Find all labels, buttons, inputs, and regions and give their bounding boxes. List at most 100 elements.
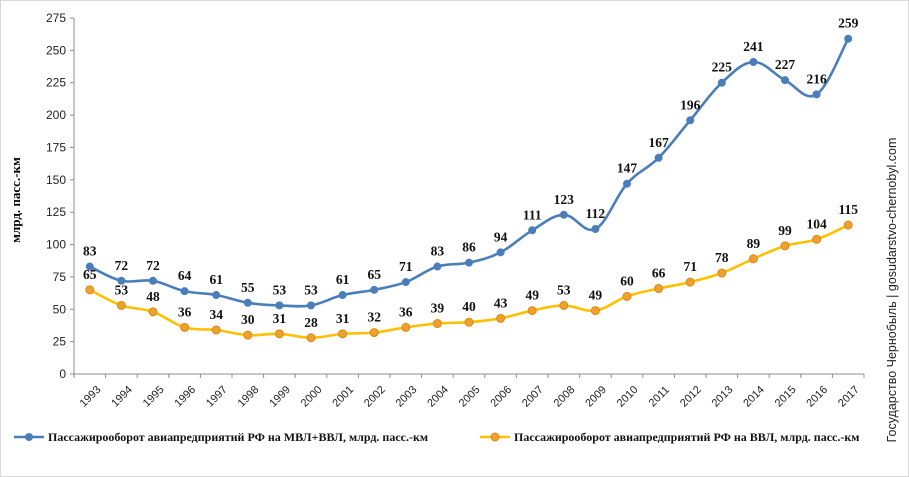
data-label-total: 61 [336, 272, 350, 287]
data-point-domestic [211, 325, 221, 335]
data-point-total [180, 287, 189, 296]
data-label-total: 227 [775, 57, 796, 72]
data-point-domestic [496, 313, 506, 323]
data-point-domestic [780, 241, 790, 251]
data-point-domestic [748, 254, 758, 264]
data-label-total: 123 [554, 192, 575, 207]
y-tick-label: 75 [53, 270, 67, 284]
data-label-domestic: 32 [367, 310, 381, 325]
x-tick-label: 2003 [394, 384, 420, 410]
data-point-domestic [148, 307, 158, 317]
data-point-total [496, 248, 505, 257]
data-label-total: 53 [304, 282, 318, 297]
x-tick-label: 2007 [520, 384, 546, 410]
data-point-domestic [306, 333, 316, 343]
data-label-total: 259 [838, 16, 859, 31]
data-labels: 83 72 72 64 61 55 53 53 61 65 71 83 86 94 111 123 112 147… [83, 16, 859, 330]
data-point-total [149, 276, 157, 285]
y-tick-labels: 0 25 50 75 100 125 150 175 200 225 250 275 [46, 11, 66, 381]
data-point-total [528, 226, 537, 235]
data-point-total [401, 278, 410, 287]
data-point-domestic [116, 300, 126, 310]
data-point-domestic [85, 285, 95, 295]
data-point-domestic [654, 284, 664, 294]
data-point-total [338, 291, 347, 300]
x-tick-label: 2009 [583, 384, 609, 410]
data-label-total: 147 [617, 161, 638, 176]
data-point-domestic [243, 330, 253, 340]
data-label-total: 216 [806, 71, 827, 86]
data-label-domestic: 115 [838, 202, 858, 217]
data-label-total: 64 [178, 268, 192, 283]
legend-label-total: Пассажирооборот авиапредприятий РФ на МВ… [48, 430, 428, 444]
y-tick-label: 275 [46, 11, 66, 25]
x-tick-label: 2005 [457, 384, 483, 410]
x-tick-label: 1998 [236, 384, 262, 410]
data-point-total [117, 276, 126, 285]
data-point-total [275, 301, 284, 310]
data-label-total: 94 [494, 229, 508, 244]
data-label-domestic: 36 [178, 304, 192, 319]
data-point-total [433, 262, 442, 271]
y-tick-label: 125 [46, 205, 66, 219]
x-tick-label: 2017 [836, 384, 862, 410]
data-point-total [623, 179, 631, 188]
legend-swatch-domestic-marker [490, 432, 500, 442]
data-point-domestic [464, 317, 474, 327]
data-point-domestic [843, 220, 853, 230]
data-point-total [307, 301, 315, 310]
data-point-domestic [274, 329, 284, 339]
data-label-domestic: 71 [683, 259, 697, 274]
x-tick-label: 1999 [267, 384, 293, 410]
data-label-total: 72 [146, 258, 160, 273]
data-point-total [781, 76, 789, 85]
data-label-total: 112 [586, 206, 606, 221]
data-label-domestic: 53 [557, 282, 571, 297]
data-label-domestic: 53 [115, 282, 129, 297]
data-label-total: 55 [241, 280, 255, 295]
x-tick-label: 2001 [330, 384, 356, 410]
legend-item-domestic: Пассажирооборот авиапредприятий РФ на ВВ… [480, 430, 859, 444]
data-label-domestic: 48 [146, 289, 160, 304]
data-label-domestic: 89 [747, 236, 761, 251]
data-point-total [559, 210, 568, 219]
y-tick-label: 50 [53, 302, 67, 316]
x-tick-label: 2014 [741, 384, 767, 410]
data-label-total: 72 [115, 258, 129, 273]
x-tick-label: 2016 [804, 384, 830, 410]
x-tick-label: 1993 [78, 384, 104, 410]
x-tick-label: 1994 [109, 384, 135, 410]
data-point-domestic [338, 329, 348, 339]
data-label-domestic: 28 [304, 315, 318, 330]
x-tick-labels: 1993 1994 1995 1996 1997 1998 1999 2000 2001 2002… [78, 384, 862, 410]
data-point-domestic [527, 306, 537, 316]
data-label-total: 83 [431, 244, 445, 259]
data-label-total: 111 [523, 207, 542, 222]
data-point-total [212, 291, 221, 300]
data-point-total [370, 285, 379, 294]
data-label-domestic: 43 [494, 295, 508, 310]
x-tick-label: 2013 [710, 384, 736, 410]
x-tick-label: 2006 [488, 384, 514, 410]
data-label-domestic: 49 [525, 288, 539, 303]
y-tick-label: 0 [59, 367, 66, 381]
data-label-domestic: 60 [620, 273, 634, 288]
data-point-domestic [812, 234, 822, 244]
data-point-total [844, 34, 853, 43]
x-tick-label: 2008 [552, 384, 578, 410]
data-point-domestic [432, 319, 442, 329]
watermark-text: Государство Чернобыль | gosudarstvo-cher… [885, 138, 899, 443]
data-label-domestic: 66 [652, 266, 666, 281]
data-label-total: 86 [462, 240, 476, 255]
data-label-domestic: 39 [431, 301, 445, 316]
data-label-total: 83 [83, 244, 97, 259]
data-label-domestic: 49 [589, 288, 603, 303]
y-tick-label: 175 [46, 140, 66, 154]
data-point-total [749, 58, 758, 67]
x-tick-label: 2011 [647, 384, 672, 409]
data-label-domestic: 78 [715, 250, 729, 265]
data-point-domestic [369, 328, 379, 338]
data-point-total [243, 298, 252, 307]
data-point-domestic [559, 300, 569, 310]
data-label-domestic: 99 [778, 223, 792, 238]
